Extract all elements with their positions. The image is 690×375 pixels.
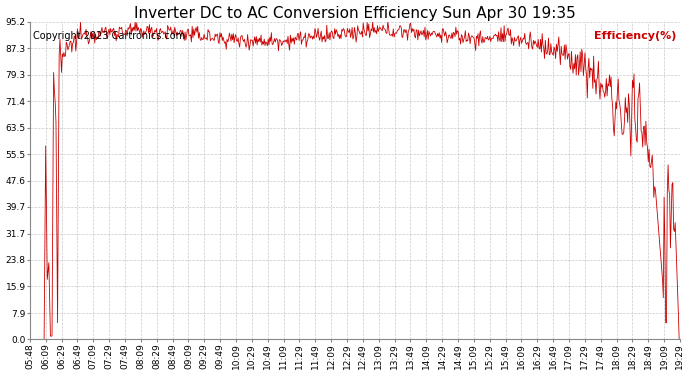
Text: Efficiency(%): Efficiency(%) (594, 31, 677, 41)
Title: Inverter DC to AC Conversion Efficiency Sun Apr 30 19:35: Inverter DC to AC Conversion Efficiency … (134, 6, 575, 21)
Text: Copyright 2023 Cartronics.com: Copyright 2023 Cartronics.com (33, 31, 185, 41)
